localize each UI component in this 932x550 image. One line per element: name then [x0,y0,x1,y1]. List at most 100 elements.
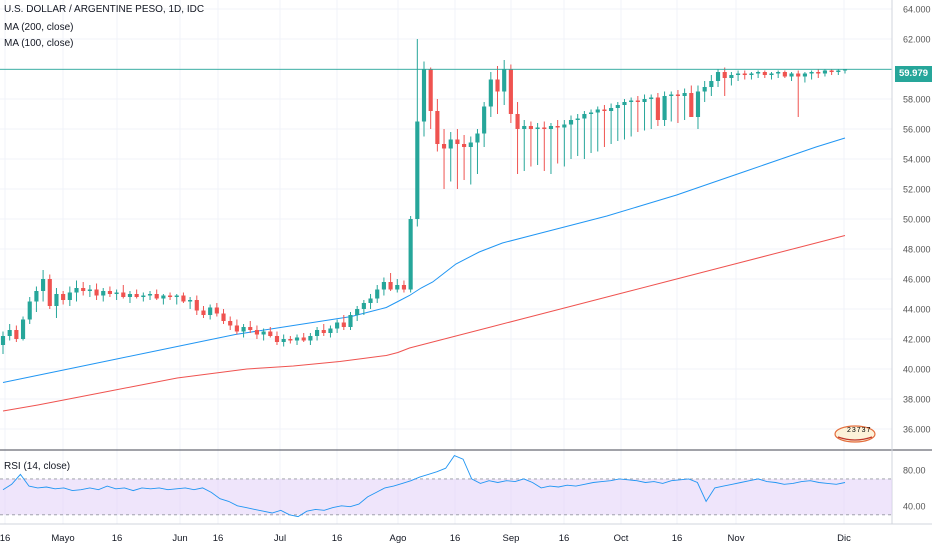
candle [495,66,500,114]
candle-body [154,294,159,299]
time-axis[interactable]: 16 Mayo 16 Jun 16 Jul 16 Ago 16 Sep 16 Oct 16 Nov Dic [0,533,851,544]
candle [167,292,173,300]
candle-body [274,336,280,342]
candle [782,70,787,78]
x-tick-label: Mayo [51,533,74,544]
candle-body [94,289,99,296]
x-tick-label: Ago [390,533,407,544]
candle [401,280,407,293]
candle-body [47,279,52,306]
candle-body [27,301,32,320]
candle-body [87,289,92,291]
candle [629,97,634,137]
candle [562,120,567,167]
candle-body [248,327,253,330]
candle-body [348,315,353,327]
candle-body [582,114,587,119]
candle-body [548,126,554,129]
candle [147,291,153,300]
candle-body [321,330,326,333]
candle [462,135,467,180]
x-tick-label: 16 [112,533,123,544]
candle [522,120,527,171]
candle-body [81,288,86,291]
x-tick-label: Sep [503,533,520,544]
candle-body [836,70,841,72]
candle-body [147,294,153,296]
candle [756,70,761,78]
rsi-pane: 80.00 40.00 [0,455,926,518]
ma200-legend[interactable]: MA (200, close) [4,22,74,33]
candle-body [649,97,654,99]
candle-body [488,79,493,107]
candle-body [181,295,186,302]
candle-body [729,75,734,78]
candle-body [475,133,480,143]
candle-body [695,91,701,117]
candle [81,282,86,296]
candle [315,327,320,341]
candle [361,300,366,315]
candle [829,69,834,75]
candle-body [294,337,300,341]
candle-body [455,139,460,144]
y-tick-label: 40.000 [903,365,931,375]
candle [221,309,226,324]
ma100-line [2,137,846,383]
candle [214,303,219,317]
candle [188,297,193,309]
candle [328,325,333,338]
candle [642,94,647,131]
candle-body [796,73,801,77]
candle [715,69,721,87]
candle-body [74,288,79,293]
candle-body [736,73,741,75]
x-tick-label: Jun [172,533,187,544]
candle-body [134,294,139,297]
candle [542,121,547,171]
candle [281,334,286,347]
candle-body [782,72,787,77]
candle-body [655,97,660,120]
candle-body [722,72,727,78]
candle-body [167,295,173,297]
candle-body [715,72,721,81]
candle-body [234,325,239,332]
candle-body [762,72,767,75]
candle [669,91,674,122]
candle [294,334,300,345]
candle-body [228,321,233,326]
candle-body [789,73,794,77]
candle-body [435,111,440,144]
candle-body [174,295,179,297]
candle-body [194,300,199,311]
candle [107,286,112,297]
candle [0,331,6,354]
x-tick-label: Nov [728,533,745,544]
candle-body [268,331,273,336]
candle [408,216,413,293]
candle [415,39,420,227]
candle-body [335,322,340,329]
rsi-tick-label: 80.00 [903,465,926,475]
candle-body [842,69,848,71]
candle [588,109,594,153]
candle [201,306,206,318]
candle [248,321,253,333]
candle [355,306,360,321]
y-tick-label: 42.000 [903,335,931,345]
ma100-legend[interactable]: MA (100, close) [4,38,74,49]
candle-body [555,126,560,128]
candle [47,274,52,309]
x-tick-label: 16 [213,533,224,544]
candle [822,69,828,77]
candle-body [221,313,226,321]
x-tick-label: Dic [837,533,851,544]
candle [20,316,26,341]
rsi-legend[interactable]: RSI (14, close) [4,461,71,472]
last-price-tag: 59.979 [895,66,932,82]
candle-body [241,327,246,332]
candle [41,270,46,302]
candle-body [281,339,286,342]
